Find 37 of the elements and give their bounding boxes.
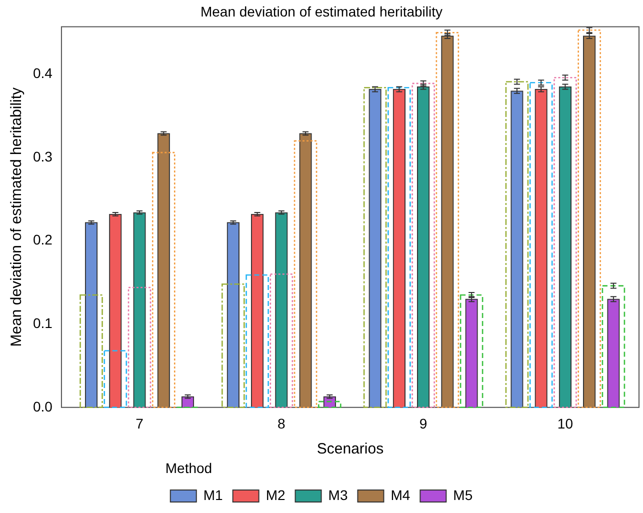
y-tick-label: 0.4 [32, 65, 53, 82]
bar [460, 294, 484, 408]
x-tick-label: 7 [136, 416, 144, 432]
y-tick-label: 0.2 [32, 232, 53, 248]
x-axis-title: Scenarios [316, 440, 384, 458]
y-tick-label: 0.3 [32, 148, 53, 164]
bar [529, 82, 553, 408]
y-axis-title: Mean deviation of estimated heritability [8, 86, 26, 347]
x-tick-label: 10 [557, 416, 574, 432]
bar [152, 152, 176, 408]
bar [294, 140, 318, 408]
x-tick-label: 8 [278, 416, 286, 432]
bar [318, 400, 342, 408]
chart-title: Mean deviation of estimated heritability [200, 3, 443, 20]
bar [80, 294, 103, 408]
x-tick-label: 9 [419, 416, 428, 432]
y-tick-label: 0.1 [32, 314, 53, 331]
legend-label: M2 [266, 486, 286, 503]
legend-label: M4 [390, 486, 410, 503]
bar [222, 283, 245, 408]
bar [104, 350, 128, 408]
legend-label: M5 [453, 486, 473, 503]
bar [128, 286, 152, 408]
bar [602, 285, 626, 408]
bar [270, 274, 294, 408]
bar [505, 81, 529, 408]
bar [436, 32, 460, 408]
legend-label: M3 [328, 486, 348, 503]
bar [578, 29, 601, 408]
bar [363, 86, 387, 408]
bar [554, 76, 577, 408]
bar [388, 86, 411, 408]
legend-label: M1 [203, 486, 224, 503]
legend-title: Method [165, 460, 212, 476]
bar [412, 82, 435, 408]
bar [246, 274, 269, 408]
y-tick-label: 0.0 [32, 398, 53, 414]
